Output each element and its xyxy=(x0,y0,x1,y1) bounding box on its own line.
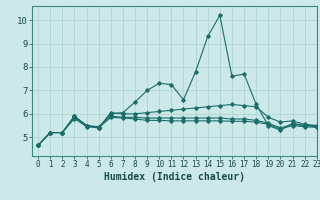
X-axis label: Humidex (Indice chaleur): Humidex (Indice chaleur) xyxy=(104,172,245,182)
